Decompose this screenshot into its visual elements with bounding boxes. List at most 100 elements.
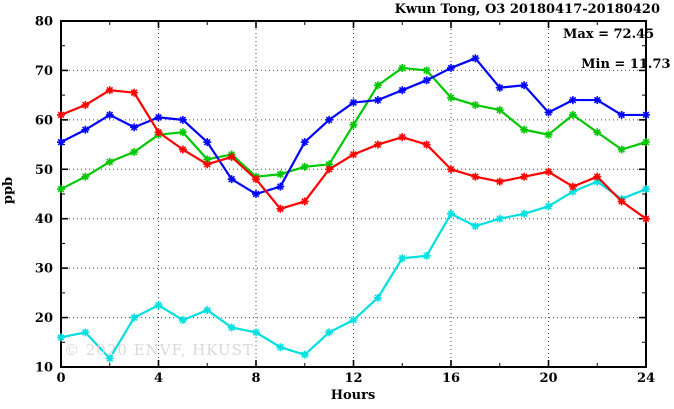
series-cyan-marker bbox=[642, 185, 650, 193]
series-blue-marker bbox=[398, 86, 406, 94]
series-red-marker bbox=[81, 101, 89, 109]
series-green-marker bbox=[496, 106, 504, 114]
series-blue-marker bbox=[642, 111, 650, 119]
series-green-marker bbox=[545, 131, 552, 139]
series-red-marker bbox=[301, 198, 309, 205]
y-tick-label: 30 bbox=[35, 262, 53, 277]
series-red-marker bbox=[423, 141, 431, 148]
y-tick-label: 80 bbox=[35, 15, 53, 30]
series-blue-marker bbox=[203, 138, 211, 146]
series-blue-marker bbox=[569, 96, 577, 104]
series-green-marker bbox=[130, 148, 138, 156]
y-axis-label: ppb bbox=[1, 176, 17, 205]
series-blue-marker bbox=[496, 84, 504, 92]
series-cyan-marker bbox=[496, 215, 504, 223]
min-label: Min = 11.73 bbox=[581, 57, 671, 72]
series-red-marker bbox=[374, 141, 382, 148]
series-red-marker bbox=[350, 151, 357, 158]
y-tick-label: 10 bbox=[35, 361, 53, 376]
series-red-marker bbox=[179, 146, 187, 153]
series-red-marker bbox=[57, 111, 65, 119]
series-red-marker bbox=[569, 183, 577, 190]
series-red-marker bbox=[496, 178, 504, 186]
y-tick-label: 20 bbox=[35, 311, 53, 326]
series-red-marker bbox=[228, 153, 236, 161]
series-cyan-marker bbox=[81, 329, 89, 336]
max-label: Max = 72.45 bbox=[563, 27, 655, 42]
series-green-marker bbox=[179, 128, 187, 136]
series-red-marker bbox=[618, 198, 626, 205]
series-green-marker bbox=[106, 158, 114, 166]
series-green-marker bbox=[374, 81, 382, 89]
maxmin-annotation: Max = 72.45 Min = 11.73 bbox=[563, 27, 671, 72]
series-blue-marker bbox=[228, 175, 236, 183]
series-green-marker bbox=[423, 67, 431, 74]
series-cyan-marker bbox=[203, 306, 211, 314]
series-cyan-marker bbox=[447, 210, 455, 218]
series-cyan-marker bbox=[179, 316, 187, 324]
series-green-marker bbox=[203, 156, 211, 163]
series-blue-marker bbox=[593, 96, 601, 104]
series-green-marker bbox=[325, 160, 333, 168]
series-blue-marker bbox=[106, 111, 114, 119]
x-tick-label: 16 bbox=[442, 371, 460, 386]
series-green-marker bbox=[276, 170, 284, 178]
x-axis-label: Hours bbox=[330, 388, 376, 403]
series-red-marker bbox=[203, 160, 211, 168]
series-red-marker bbox=[252, 175, 260, 183]
series-green-marker bbox=[471, 101, 479, 109]
series-blue-marker bbox=[57, 138, 65, 146]
series-red-marker bbox=[155, 128, 162, 136]
x-tick-label: 12 bbox=[344, 371, 362, 386]
chart-title: Kwun Tong, O3 20180417-20180420 bbox=[394, 2, 660, 17]
series-blue-marker bbox=[179, 116, 187, 124]
series-cyan-marker bbox=[252, 329, 260, 336]
series-green-marker bbox=[81, 173, 89, 181]
y-tick-label: 70 bbox=[35, 64, 53, 79]
series-cyan-marker bbox=[276, 343, 284, 351]
series-cyan-marker bbox=[350, 316, 357, 324]
series-red-marker bbox=[106, 86, 114, 94]
series-green-marker bbox=[57, 185, 65, 193]
series-cyan-line bbox=[60, 180, 647, 360]
series-red-marker bbox=[325, 165, 333, 173]
series-cyan-marker bbox=[106, 355, 114, 362]
series-blue-marker bbox=[545, 109, 552, 116]
series-cyan-marker bbox=[325, 329, 333, 336]
series-blue-marker bbox=[155, 113, 162, 121]
y-tick-label: 40 bbox=[35, 212, 53, 227]
series-blue-marker bbox=[301, 138, 309, 146]
series-green-marker bbox=[593, 128, 601, 136]
series-red-marker bbox=[593, 173, 601, 181]
series-cyan-marker bbox=[374, 294, 382, 302]
series-blue-marker bbox=[374, 96, 382, 104]
series-green-marker bbox=[569, 111, 577, 119]
series-cyan-marker bbox=[423, 252, 431, 260]
series-green-marker bbox=[301, 163, 309, 171]
series-green-marker bbox=[398, 64, 406, 72]
series-blue-marker bbox=[325, 116, 333, 124]
y-tick-label: 60 bbox=[35, 113, 53, 128]
series-cyan-marker bbox=[398, 254, 406, 262]
series-red-marker bbox=[471, 173, 479, 181]
series-red-marker bbox=[398, 133, 406, 141]
series-red-marker bbox=[447, 165, 455, 173]
series-blue-marker bbox=[130, 123, 138, 131]
watermark: © 2020 ENVF, HKUST bbox=[64, 341, 254, 359]
series-blue-marker bbox=[252, 190, 260, 198]
series-green-marker bbox=[642, 138, 650, 146]
series-cyan-marker bbox=[520, 210, 528, 218]
plot-border bbox=[60, 20, 647, 368]
series-cyan-marker bbox=[155, 301, 162, 309]
x-tick-label: 8 bbox=[251, 371, 260, 386]
series-cyan-marker bbox=[228, 324, 236, 331]
x-tick-label: 4 bbox=[154, 371, 163, 386]
series-red-marker bbox=[642, 215, 650, 223]
series-cyan-marker bbox=[130, 314, 138, 321]
series-cyan-marker bbox=[569, 188, 577, 195]
x-tick-label: 24 bbox=[637, 371, 655, 386]
series-blue-marker bbox=[350, 99, 357, 106]
series-cyan-marker bbox=[471, 222, 479, 230]
series-blue-marker bbox=[447, 64, 455, 72]
series-blue-marker bbox=[520, 81, 528, 89]
